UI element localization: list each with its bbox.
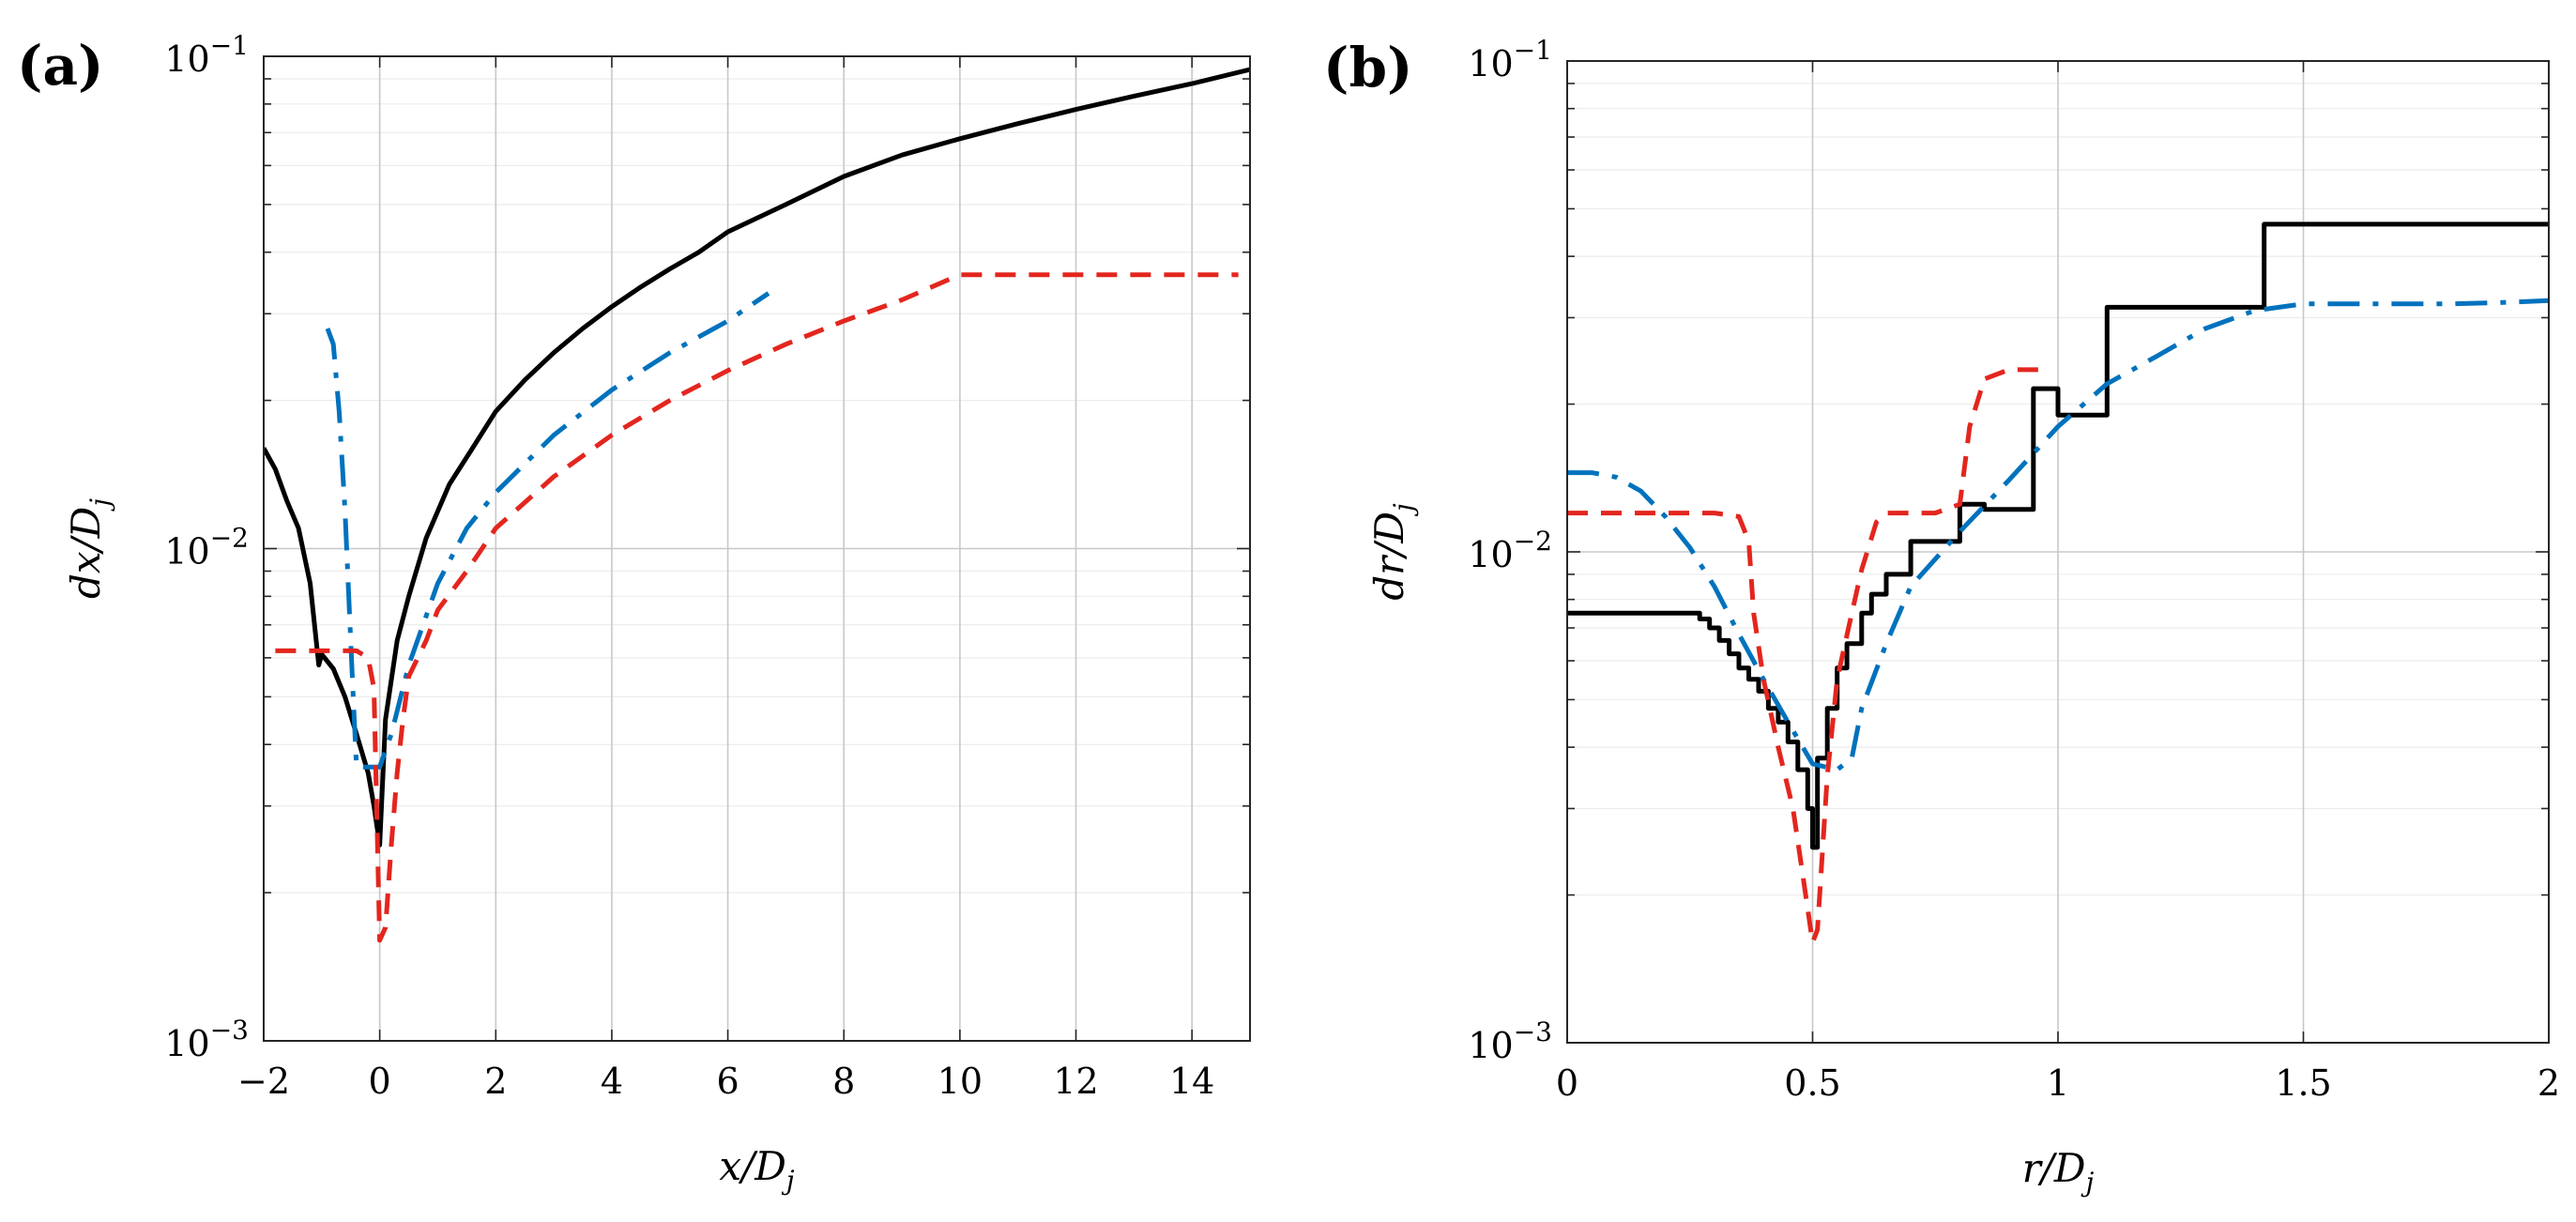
series-blue-dashdot xyxy=(1567,298,2549,772)
x-tick-label: 6 xyxy=(716,1061,739,1102)
x-tick-label: 1.5 xyxy=(2275,1062,2331,1104)
grid xyxy=(263,56,1250,1042)
x-tick-label: 2 xyxy=(484,1061,507,1102)
series-blue-dashdot xyxy=(325,291,770,770)
panel-label: (a) xyxy=(17,34,103,98)
series-red-dashed xyxy=(1567,367,2044,945)
y-axis-label: dr/Dj xyxy=(1366,503,1419,601)
series-group xyxy=(264,67,1250,943)
panel-label: (b) xyxy=(1323,36,1412,99)
x-tick-label: 8 xyxy=(832,1061,855,1102)
series-group xyxy=(1567,221,2549,945)
x-tick-label: 0 xyxy=(1556,1062,1578,1104)
series-red-dashed xyxy=(275,272,1239,943)
series-black-solid xyxy=(264,67,1250,848)
x-tick-label: −2 xyxy=(237,1061,290,1102)
panel-a: −2 0 2 4 6 8 10 12 14 10−1 10−2 10−3 x/Dj dx/Dj (a) xyxy=(17,30,1251,1196)
y-tick-label: 10−3 xyxy=(1468,1016,1552,1066)
grid xyxy=(1566,61,2550,1044)
panel-b: 0 0.5 1 1.5 2 10−1 10−2 10−3 r/Dj dr/Dj (b) xyxy=(1323,35,2560,1198)
x-tick-label: 14 xyxy=(1169,1061,1214,1102)
x-tick-label: 12 xyxy=(1053,1061,1098,1102)
x-tick-label: 0 xyxy=(369,1061,391,1102)
x-tick-label: 10 xyxy=(937,1061,983,1102)
y-tick-label: 10−2 xyxy=(1468,526,1552,575)
x-axis-label: x/Dj xyxy=(719,1143,795,1196)
x-tick-label: 0.5 xyxy=(1784,1062,1840,1104)
x-tick-label: 1 xyxy=(2047,1062,2069,1104)
x-tick-label: 4 xyxy=(601,1061,623,1102)
y-axis-label: dx/Dj xyxy=(63,498,115,599)
x-axis-label: r/Dj xyxy=(2022,1145,2095,1198)
x-tick-label: 2 xyxy=(2538,1062,2560,1104)
y-tick-label: 10−1 xyxy=(164,30,249,80)
y-tick-label: 10−3 xyxy=(164,1015,249,1064)
y-tick-label: 10−2 xyxy=(164,523,249,573)
y-tick-label: 10−1 xyxy=(1468,35,1552,84)
series-black-solid xyxy=(1567,221,2549,850)
